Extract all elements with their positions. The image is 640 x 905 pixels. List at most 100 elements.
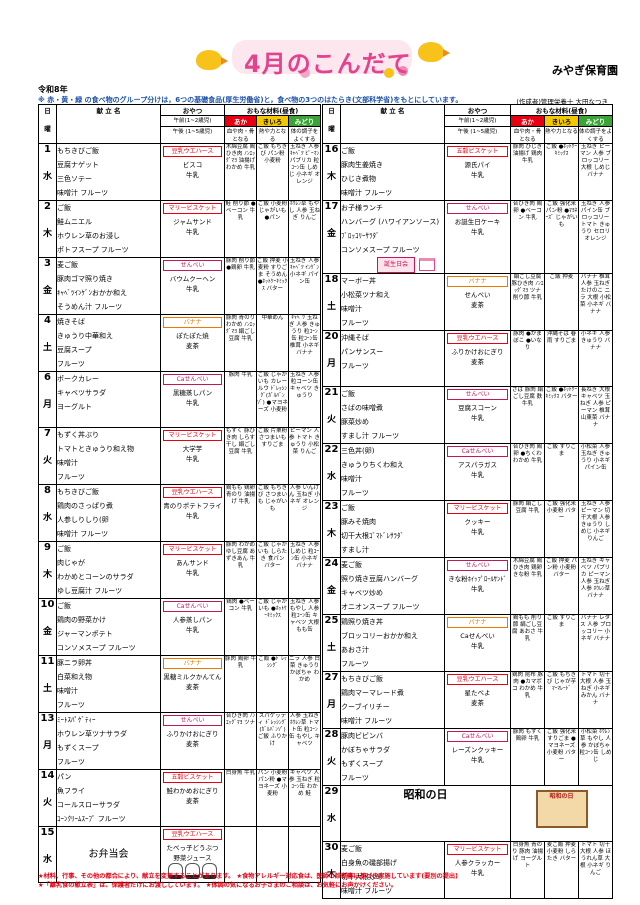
midori-header: みどり: [578, 115, 613, 127]
dish-name: コンソメスープ フルーツ: [57, 644, 136, 652]
kiiro-ingredients: ご飯 ●ﾎｯﾄｹｰｷﾐｯｸｽ: [544, 143, 579, 201]
kiiro-ingredients: ご飯 もちきび さつまいも じゃがいも: [256, 484, 289, 542]
dish-name: 魚フライ: [57, 787, 86, 795]
aka-ingredients: さば 豚肉 絹ごし豆腐 麩 牛乳: [510, 386, 545, 444]
dishes-cell: ご飯 さばの味噌煮 豚菜炒め すまし汁 フルーツ: [340, 386, 445, 444]
dish-name: 味噌汁: [57, 687, 79, 695]
dishes-cell: もずく丼ぶり トマトときゅうり和え物 味噌汁 フルーツ: [56, 427, 161, 485]
weekday: 木: [326, 172, 336, 182]
midori-ingredients: 玉ねぎ 人参 パイン缶 ブロッコリー トマト きゅうり セロリ オレンジ: [578, 200, 613, 274]
aka-ingredients: 豚肉 もずく 鶏卵 牛乳: [510, 728, 545, 786]
am-snack-label: バナナ: [447, 276, 508, 287]
dish-name: 焼きそば: [57, 318, 86, 326]
dish-name: もずくスープ: [57, 744, 99, 752]
dish-name: きゅうりちくわ和え: [341, 461, 405, 469]
pm-snack-item: 大学芋: [182, 445, 203, 453]
midori-ingredients: トマト 切干大根 人参 玉ねぎ 小ネギ みかん バナナ: [578, 671, 613, 729]
day-row: 20 月沖縄そば パンサンスー フルーツ 豆乳ウエハース ふりかけおにぎり 麦茶 豚肉 ●かま…: [322, 330, 613, 387]
dish-name: フルーツ: [341, 489, 369, 497]
pm-snack-item: アスパラガス: [458, 461, 497, 469]
midori-ingredients: 玉ねぎ 人参 粒コーン缶 キャベツ きゅうり: [288, 371, 321, 428]
aka-ingredients: 豚肉 ひじき 油揚げ 鶏肉 牛乳: [510, 143, 545, 201]
day-number: 18: [324, 274, 339, 286]
dish-name: かぼちゃサラダ: [341, 746, 391, 754]
day-cell: 29 水: [322, 785, 341, 842]
am-snack-label: バナナ: [447, 617, 508, 628]
weekday: 月: [326, 700, 336, 710]
day-number: 29: [324, 786, 339, 798]
col-menu-header: 献 立 名: [56, 104, 161, 144]
day-row: 25 土鶏照り焼き丼 ブロッコリーおかか和え あおさ汁 フルーツ バナナ Caせんべい 牛乳鶏…: [322, 614, 613, 672]
dish-name: 味噌汁 フルーツ: [57, 189, 109, 197]
pm-snack-item: せんべい: [464, 291, 491, 299]
day-cell: 28 火: [322, 728, 341, 786]
dish-name: 三色丼(卵): [341, 447, 375, 455]
dishes-cell: ﾐｰﾄｽﾊﾟｹﾞﾃｨｰ ホウレン草ツナサラダ もずくスープ フルーツ: [56, 712, 161, 770]
am-header: 午前(1~2歳児): [160, 115, 225, 127]
day-number: 11: [40, 656, 55, 668]
dish-name: ご飯: [57, 545, 72, 553]
weekday: 土: [42, 343, 52, 353]
weekday: 水: [326, 472, 336, 482]
flower-icon: [384, 68, 394, 78]
midori-ingredients: 小松菜 人参 玉ねぎ きゅうり 小ネギ パイン缶: [578, 443, 613, 501]
snack-cell: バナナ Caせんべい 牛乳: [444, 614, 511, 672]
dish-name: すまし汁 フルーツ: [341, 432, 400, 440]
dishes-cell: 麦ご飯 豚肉ゴマ照り焼き ｷｬﾍﾞﾂｲﾝｹﾞﾝおかか和え そうめん汁 フルーツ: [56, 257, 161, 315]
dishes-cell: もちきびご飯 鶏肉マーマレード煮 クーブイリチー 味噌汁 フルーツ: [340, 671, 445, 729]
dish-name: ブロッコリーおかか和え: [341, 632, 419, 640]
day-number: 21: [324, 387, 339, 399]
aka-ingredients: 鶏もも 鶏卵 青のり 油揚げ 牛乳: [224, 484, 257, 542]
day-header: 日: [328, 107, 335, 115]
pm-snack-item: ジャムサンド: [173, 218, 212, 226]
pm-snack-item: 牛乳: [471, 414, 484, 422]
pm-snack-item: 源氏パイ: [464, 161, 491, 169]
kiiro-ingredients: パン 小麦粉 パン粉 ●マヨネーズ 小麦粉: [256, 769, 289, 827]
page-title: 4月のこんだて: [244, 50, 412, 78]
dish-name: フルーツ: [341, 319, 369, 327]
day-number: 28: [324, 729, 339, 741]
dish-name: 切干大根炒め: [341, 873, 384, 881]
era-label: 令和8年: [38, 85, 68, 94]
am-snack-label: 豆乳ウエハース: [447, 333, 508, 344]
weekday: 木: [42, 570, 52, 580]
dish-name: ﾌﾞﾛｯｺﾘｰｻﾗﾀﾞ: [341, 232, 380, 240]
day-cell: 27 月: [322, 671, 341, 729]
day-row: 9 木ご飯 肉じゃが わかめとコーンのサラダ ゆし豆腐汁 フルーツ マリービスケット あんサ…: [38, 541, 321, 599]
dish-name: ご飯: [341, 390, 356, 398]
day-row: 10 金ご飯 鶏肉の野菜かけ ジャーマンポテト コンソメスープ フルーツ Caせんべい 人参…: [38, 598, 321, 656]
holiday-illustration-cell: 昭和の日: [510, 785, 613, 842]
dishes-cell: ご飯 鮭ムニエル ホウレン草のお浸し ポトフスープ フルーツ: [56, 200, 161, 258]
snack-cell: 豆乳ウエハース ビスコ 牛乳: [160, 143, 225, 201]
kiiro-ingredients: ご飯 押麦 小麦粉 すりごま そうめん ●ﾎｯﾄｹｰｷﾐｯｸｽ バター: [256, 257, 289, 315]
weekday: 水: [42, 513, 52, 523]
pm-snack-item: 牛乳: [471, 869, 484, 877]
day-number: 24: [324, 558, 339, 570]
am-snack-label: Caせんべい: [163, 374, 222, 385]
pm-snack-item: Caせんべい: [460, 632, 495, 640]
weekday: 月: [326, 359, 336, 369]
kiiro-ingredients: ご飯 押麦: [544, 273, 579, 331]
pm-snack-item: 黒糖ミルクかんてん: [163, 673, 222, 681]
dish-name: フルーツ: [341, 660, 369, 668]
dish-name: 豚肉生姜焼き: [341, 161, 384, 169]
food-group-note: ※ 赤・黄・緑 の食べ物のグループ分けは，6つの基礎食品(厚生労働省)と，食べ物…: [38, 96, 463, 104]
aka-ingredients: 豚肉 青のり わかめ ﾉﾝｴｯｸﾞﾏﾖ 絹ごし豆腐 牛乳: [224, 314, 257, 372]
midori-ingredients: トマト 切干大根 人参 ほうれん草 大根 小ネギ りんご: [578, 841, 613, 899]
snack-cell: 豆乳ウエハース 青のりポテトフライ 牛乳: [160, 484, 225, 542]
pm-snack-item: 牛乳: [471, 756, 484, 764]
weekday: 火: [42, 456, 52, 466]
dish-name: 鶏照り焼き丼: [341, 618, 384, 626]
dish-name: フルーツ: [57, 758, 85, 766]
day-row: 30 木麦ご飯 白身魚の磯部揚げ 切干大根炒め 味噌汁 フルーツ マリービスケット 人参クラ…: [322, 841, 613, 899]
day-row: 7 火もずく丼ぶり トマトときゅうり和え物 味噌汁 フルーツ マリービスケット 大学芋 牛乳も…: [38, 427, 321, 485]
snack-cell: バナナ ぽたぽた焼 麦茶: [160, 314, 225, 372]
weekday-header: 曜: [44, 125, 51, 133]
dishes-cell: ご飯 肉じゃが わかめとコーンのサラダ ゆし豆腐汁 フルーツ: [56, 541, 161, 599]
pm-snack-item: 牛乳: [471, 228, 484, 236]
aka-ingredients: 鮭 削り節 ●ベーコン 牛乳: [224, 200, 257, 258]
dishes-cell: お子様ランチ ハンバーグ (ハワイアンソース) ﾌﾞﾛｯｺﾘｰｻﾗﾀﾞ コンソメスープ…: [340, 200, 445, 274]
day-cell: 10 金: [38, 598, 57, 656]
dish-name: ｺｰﾝｸﾘｰﾑｽｰﾌﾟ フルーツ: [57, 815, 126, 823]
